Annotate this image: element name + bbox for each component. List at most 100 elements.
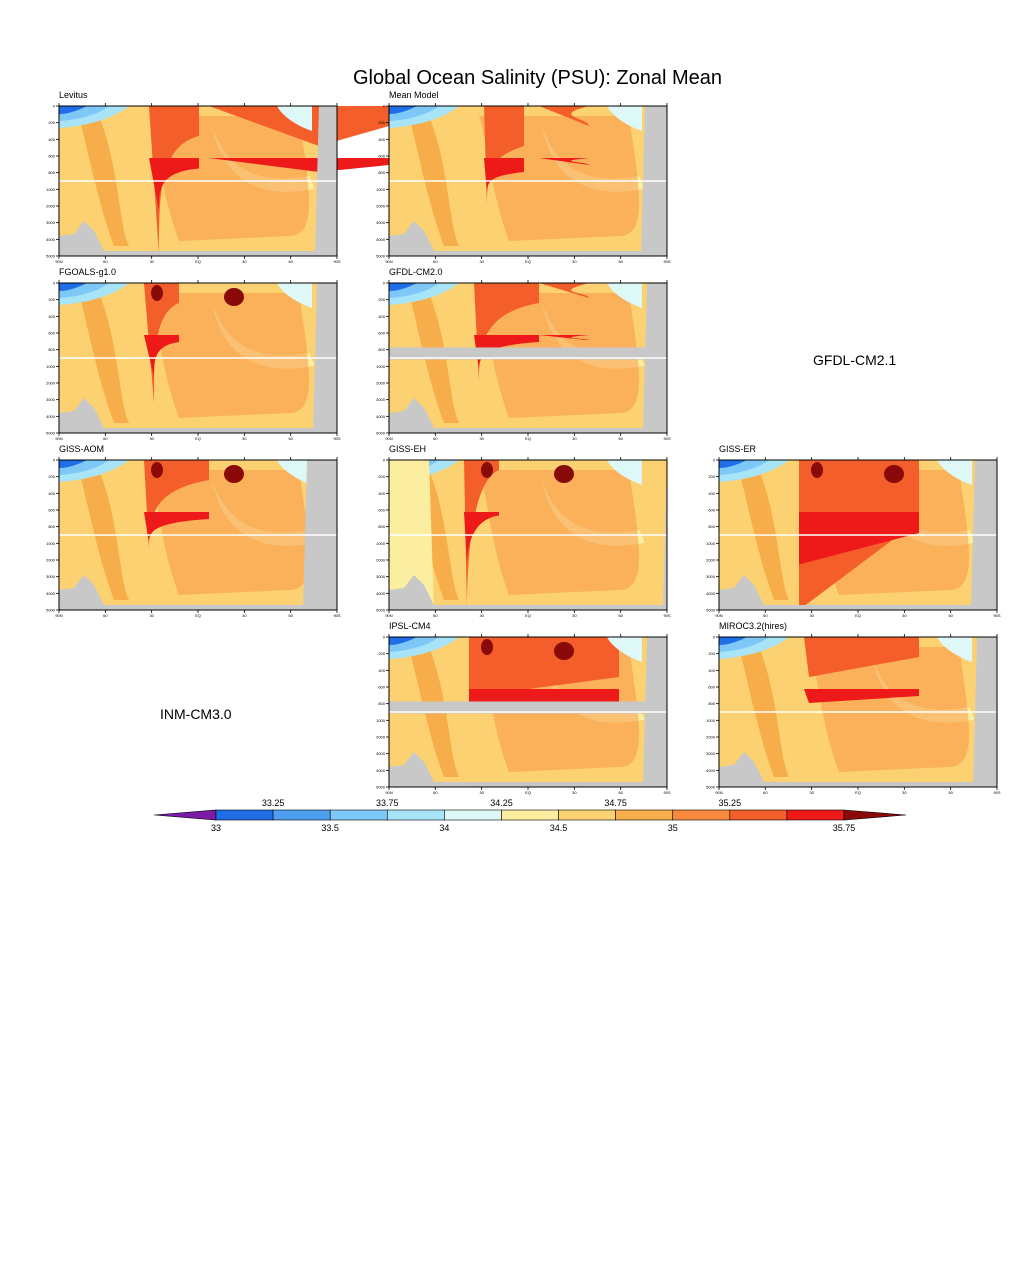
y-tick-label: 3000 [376,220,386,225]
land-bottom [719,575,997,610]
x-tick-label: 60 [288,613,293,618]
field-fresh-south [937,637,972,662]
y-tick-label: 3000 [376,574,386,579]
plot-miroc: 0 200 400 600 800 1000 2000 3000 4000 5000 90N 60 30… [706,631,1001,795]
field-high-salinity-region [209,106,389,146]
x-tick-label: 60 [433,790,438,795]
x-tick-label: 90N [715,790,722,795]
y-tick-label: 0 [713,458,716,463]
field-max-salinity-core [464,512,499,565]
y-tick-label: 600 [378,331,385,336]
field-intermediate [809,647,969,772]
field-freshest-north [719,637,747,645]
x-tick-label: 60 [618,790,623,795]
x-tick-label: 60 [948,613,953,618]
x-tick-label: 60 [433,259,438,264]
y-tick-label: 0 [53,281,56,286]
land-bottom [389,752,667,787]
y-tick-label: 2000 [46,381,56,386]
x-tick-label: 30 [242,613,247,618]
colorbar-upper-label: 35.25 [719,798,742,808]
y-tick-label: 800 [378,170,385,175]
y-tick-label: 2000 [706,735,716,740]
field-high-salinity-region [149,106,199,256]
field-darkest-core [811,462,823,478]
field-darkest-core [224,288,244,306]
x-tick-label: 30 [572,259,577,264]
x-tick-label: 30 [572,613,577,618]
field-fresh-band [871,657,975,723]
plot-ipsl: 0 200 400 600 800 1000 2000 3000 4000 5000 90N 60 30… [376,631,671,795]
x-tick-label: 60 [103,436,108,441]
x-tick-label: 30 [242,259,247,264]
x-tick-label: EQ [525,613,531,618]
plot-levitus: 0 200 400 600 800 1000 2000 3000 4000 5000 90N 60 30… [46,100,389,264]
field-max-salinity-core [804,689,919,703]
x-tick-label: 90S [663,613,670,618]
field-max-salinity-core [484,158,524,193]
land-bottom [59,398,337,433]
colorbar-max-arrow [843,809,907,821]
y-tick-label: 5000 [706,608,716,613]
y-tick-label: 800 [48,524,55,529]
y-tick-label: 0 [53,104,56,109]
x-tick-label: 30 [902,613,907,618]
field-freshest-north [59,460,87,468]
y-tick-label: 400 [378,668,385,673]
x-tick-label: 60 [103,259,108,264]
panel-title-fgoals: FGOALS-g1.0 [59,267,117,277]
x-tick-label: 60 [948,790,953,795]
plot-gfdl-cm20: 0 200 400 600 800 1000 2000 3000 4000 5000 90N 60 30… [376,277,671,441]
y-tick-label: 1000 [46,364,56,369]
land-bottom [389,398,667,433]
y-tick-label: 2000 [376,558,386,563]
field-freshest-north [389,637,417,645]
y-tick-label: 5000 [46,431,56,436]
x-tick-label: 60 [763,613,768,618]
x-tick-label: 30 [809,790,814,795]
y-tick-label: 400 [708,668,715,673]
y-tick-label: 3000 [46,574,56,579]
y-tick-label: 5000 [376,785,386,790]
colorbar-swatch [558,809,616,821]
y-tick-label: 800 [48,170,55,175]
colorbar-min-arrow [153,809,217,821]
y-tick-label: 800 [378,701,385,706]
y-tick-label: 600 [48,154,55,159]
y-tick-label: 200 [378,651,385,656]
field-fresh-band [211,303,315,369]
field-intermediate [149,293,309,418]
field-max-salinity-core [209,158,389,172]
y-tick-label: 3000 [706,574,716,579]
x-tick-label: 60 [103,613,108,618]
y-tick-label: 0 [383,458,386,463]
colorbar-upper-label: 34.25 [490,798,513,808]
field-high-salinity-region [804,637,919,677]
x-tick-label: 30 [242,436,247,441]
y-tick-label: 400 [378,314,385,319]
y-tick-label: 200 [708,651,715,656]
plot-giss-eh: 0 200 400 600 800 1000 2000 3000 4000 5000 90N 60 30… [376,454,671,618]
field-high-salinity-region [539,283,589,298]
x-tick-label: EQ [855,613,861,618]
y-tick-label: 2000 [376,204,386,209]
x-tick-label: 90S [663,259,670,264]
field-freshest-north [59,106,87,114]
y-tick-label: 200 [48,297,55,302]
x-tick-label: 60 [288,436,293,441]
y-tick-label: 5000 [376,608,386,613]
x-tick-label: 90S [663,790,670,795]
field-fresh-south [607,283,642,308]
y-tick-label: 400 [48,314,55,319]
colorbar-swatch [329,809,388,821]
field-high-salinity-region [144,460,209,550]
y-tick-label: 4000 [376,768,386,773]
